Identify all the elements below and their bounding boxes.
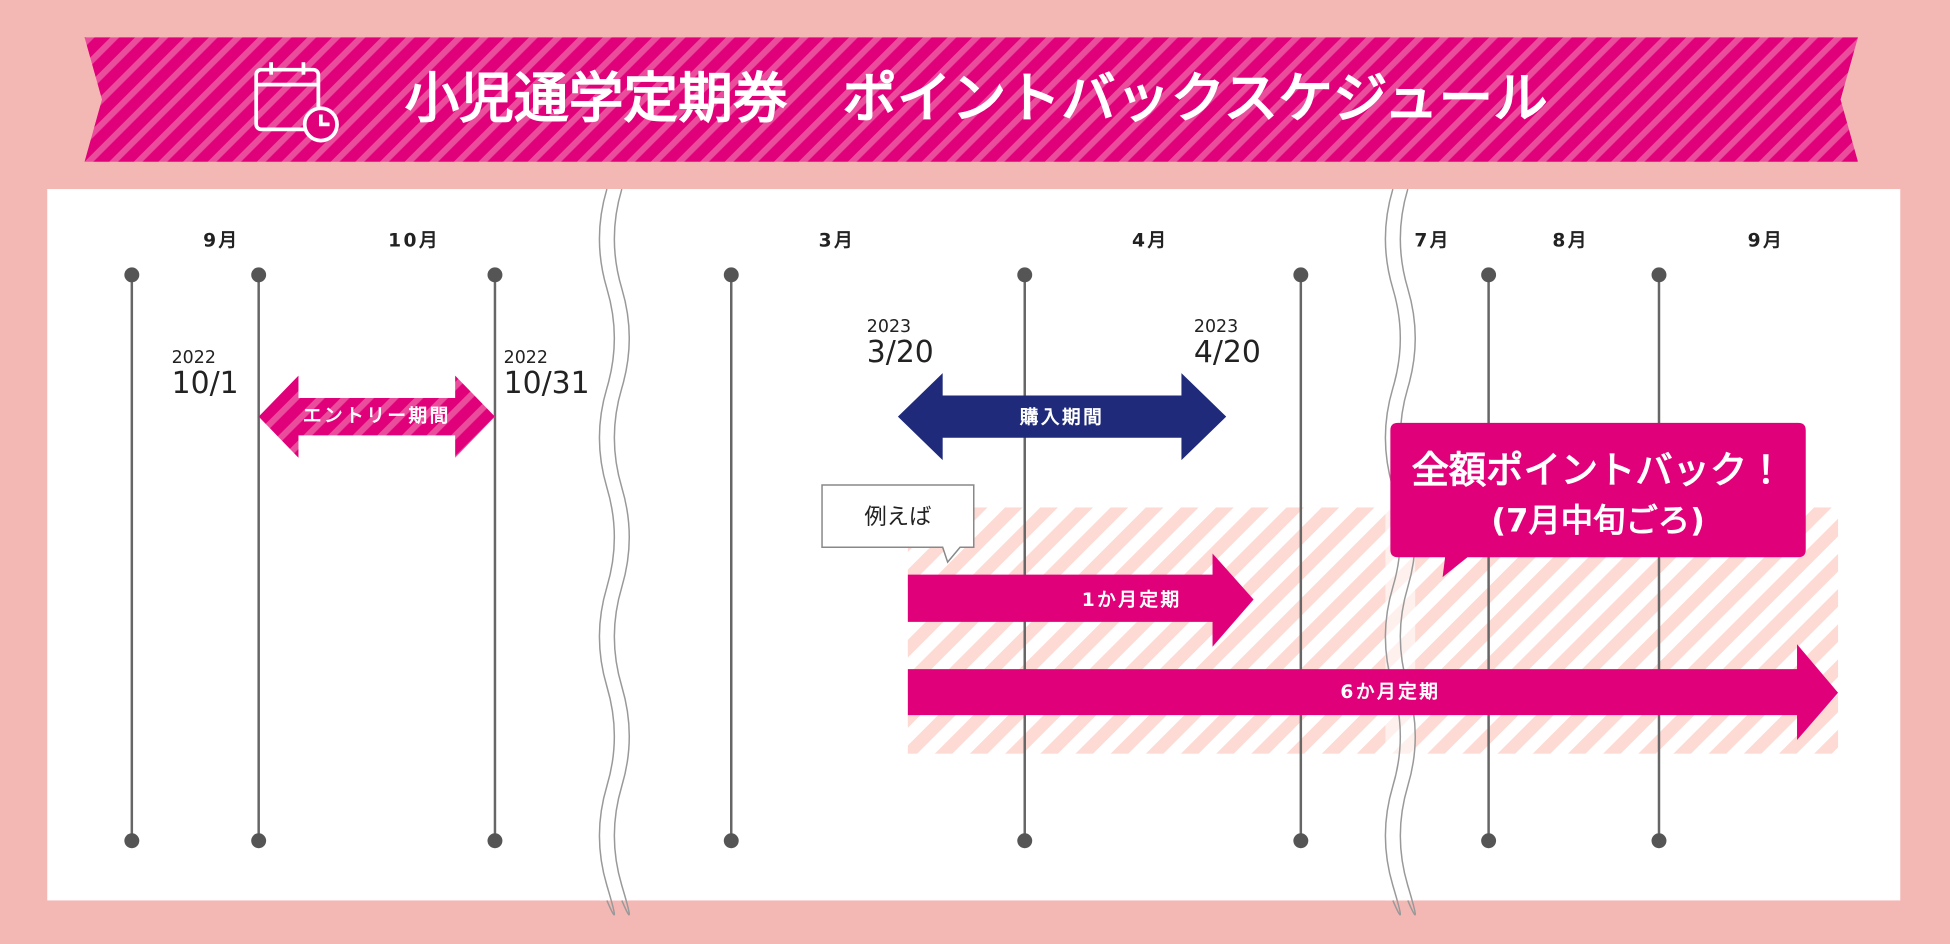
example-bubble [821, 484, 975, 564]
title-banner [84, 37, 1858, 162]
timeline-dot [1017, 833, 1033, 849]
six-month-label: 6か月定期 [1340, 682, 1440, 703]
month-label: 4月 [1132, 230, 1169, 251]
date-day: 10/1 [172, 366, 239, 401]
calendar-icon [254, 62, 339, 143]
callout-line1: 全額ポイントバック！ [1412, 448, 1785, 492]
timeline-dot [723, 267, 739, 283]
timeline-dot [124, 833, 140, 849]
entry-label: エントリー期間 [303, 406, 451, 427]
one-month-label: 1か月定期 [1082, 590, 1182, 611]
six-month-arrow [907, 644, 1839, 741]
month-label: 7月 [1414, 230, 1451, 251]
one-month-arrow [907, 553, 1254, 647]
date-year: 2022 [504, 348, 548, 368]
timeline-dot [1481, 267, 1497, 283]
timeline-dot [251, 267, 267, 283]
timeline-dot [1651, 833, 1667, 849]
title: 小児通学定期券 ポイントバックスケジュール [405, 66, 1548, 130]
month-label: 3月 [819, 230, 856, 251]
date-day: 4/20 [1194, 335, 1261, 370]
timeline-dot [124, 267, 140, 283]
purchase-arrow [897, 373, 1227, 461]
month-label: 9月 [1748, 230, 1785, 251]
timeline-dot [1017, 267, 1033, 283]
date-year: 2022 [172, 348, 216, 368]
timeline-dot [1293, 267, 1309, 283]
month-label: 9月 [203, 230, 240, 251]
date-day: 3/20 [867, 335, 934, 370]
date-day: 10/31 [504, 366, 590, 401]
month-label: 8月 [1552, 230, 1589, 251]
callout-line2: (7月中旬ごろ) [1491, 501, 1705, 539]
entry-arrow [258, 375, 495, 458]
timeline-dot [1651, 267, 1667, 283]
callout [1390, 422, 1806, 578]
purchase-label: 購入期間 [1019, 406, 1105, 428]
timeline-dot [1481, 833, 1497, 849]
example-text: 例えば [864, 504, 931, 530]
month-label: 10月 [388, 230, 440, 251]
timeline-dot [251, 833, 267, 849]
timeline-dot [487, 267, 503, 283]
date-year: 2023 [867, 317, 911, 337]
timeline-dot [723, 833, 739, 849]
date-year: 2023 [1194, 317, 1238, 337]
timeline-dot [1293, 833, 1309, 849]
timeline-dot [487, 833, 503, 849]
